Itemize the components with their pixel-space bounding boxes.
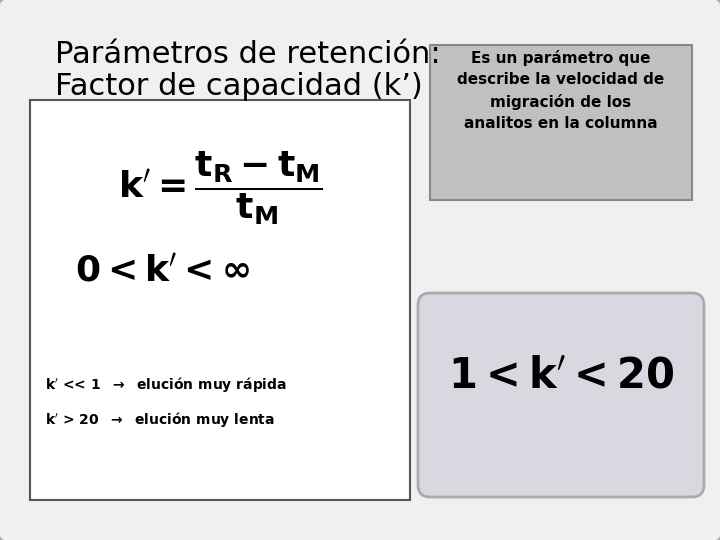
FancyBboxPatch shape [418,293,704,497]
Text: k$\mathbf{'}$ > 20  $\mathbf{\rightarrow}$  elución muy lenta: k$\mathbf{'}$ > 20 $\mathbf{\rightarrow}… [45,410,275,429]
Text: k$\mathbf{'}$ << 1  $\mathbf{\rightarrow}$  elución muy rápida: k$\mathbf{'}$ << 1 $\mathbf{\rightarrow}… [45,375,287,394]
Text: $\mathbf{k'=\dfrac{t_R-t_M}{t_M}}$: $\mathbf{k'=\dfrac{t_R-t_M}{t_M}}$ [117,150,323,227]
Text: Es un parámetro que
describe la velocidad de
migración de los
analitos en la col: Es un parámetro que describe la velocida… [457,50,665,131]
FancyBboxPatch shape [430,45,692,200]
Text: Parámetros de retención:: Parámetros de retención: [55,40,441,69]
FancyBboxPatch shape [30,100,410,500]
Text: Factor de capacidad (k’): Factor de capacidad (k’) [55,72,423,101]
Text: $\mathbf{1 < k' < 20}$: $\mathbf{1 < k' < 20}$ [448,355,674,397]
Text: $\mathbf{0 < k' < \infty}$: $\mathbf{0 < k' < \infty}$ [75,255,250,289]
